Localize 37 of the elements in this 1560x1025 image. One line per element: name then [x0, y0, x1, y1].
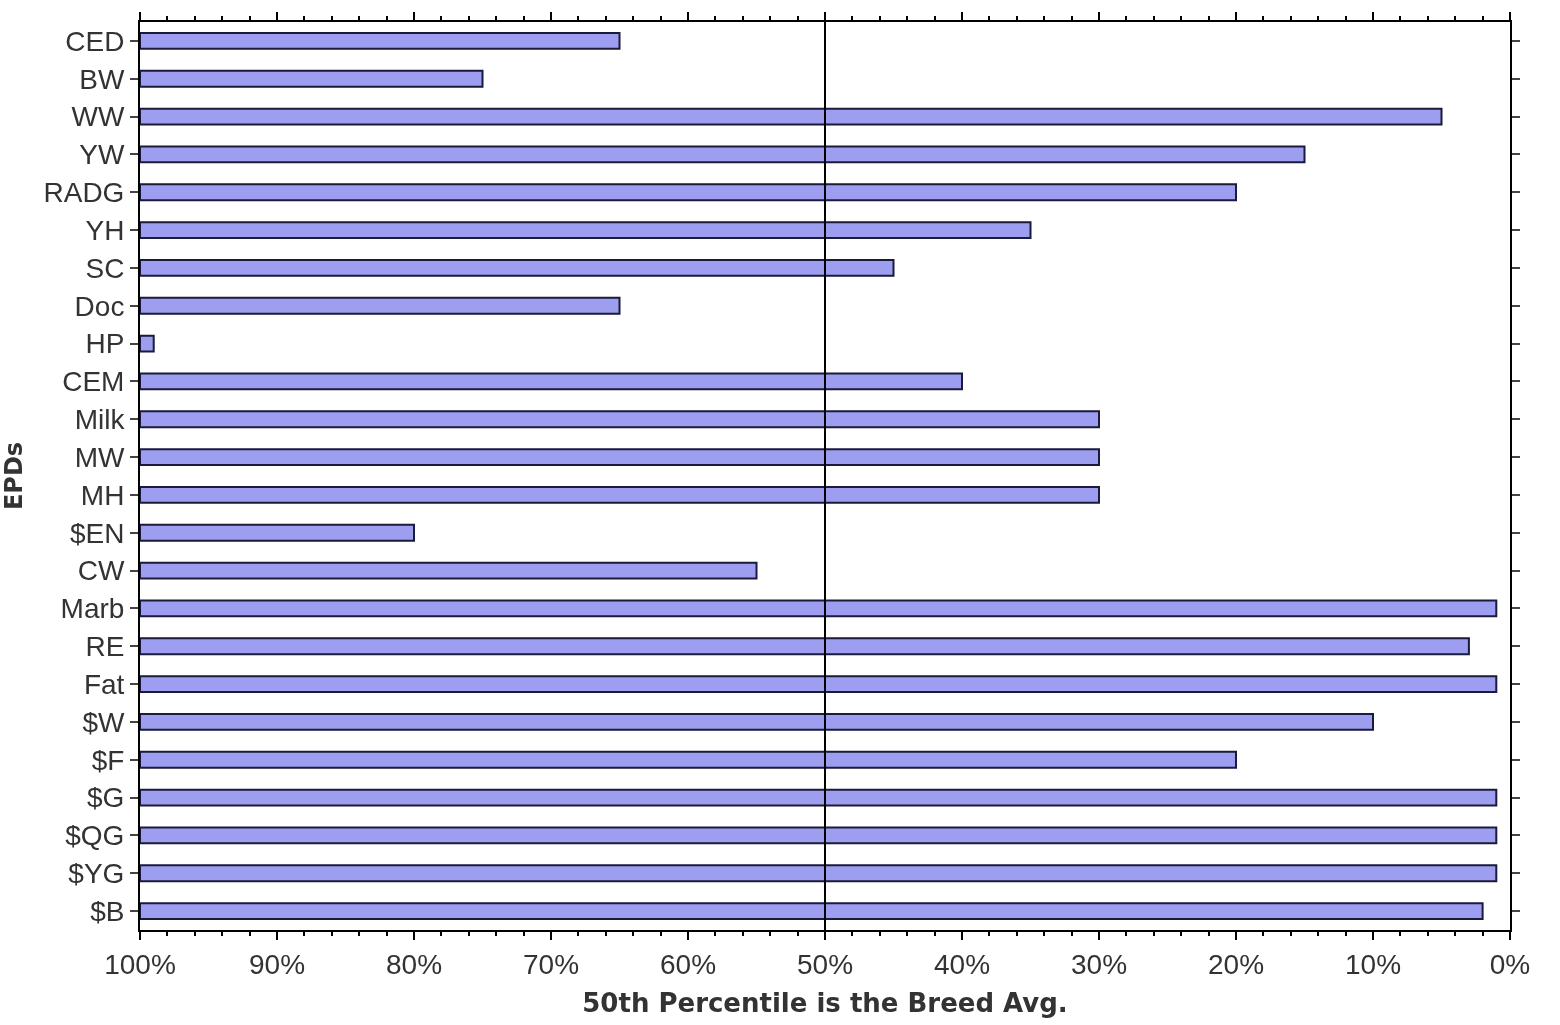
x-tick-label: 40%	[933, 948, 991, 980]
y-tick-label: HP	[85, 328, 125, 360]
y-tick-label: Milk	[74, 404, 126, 436]
x-tick-label: 90%	[248, 948, 306, 980]
x-tick-label: 10%	[1344, 948, 1402, 980]
y-axis-title: EPDs	[0, 441, 28, 511]
y-tick-label: SC	[85, 252, 125, 284]
y-tick-label: $G	[87, 782, 125, 814]
y-tick-label: WW	[71, 101, 125, 133]
y-tick-label: MW	[74, 441, 125, 473]
x-tick-label: 60%	[659, 948, 717, 980]
x-tick-label: 80%	[385, 948, 443, 980]
y-tick-label: YW	[79, 139, 125, 171]
y-tick-label: $W	[82, 706, 125, 738]
x-tick-label: 30%	[1070, 948, 1128, 980]
x-axis-title: 50th Percentile is the Breed Avg.	[582, 987, 1068, 1018]
y-tick-label: $B	[90, 895, 125, 927]
y-tick-label: CW	[77, 555, 125, 587]
y-tick-label: Doc	[74, 290, 125, 322]
y-tick-label: RADG	[43, 177, 125, 209]
y-tick-label: $F	[91, 744, 125, 776]
x-tick-label: 0%	[1489, 948, 1531, 980]
y-tick-label: MH	[80, 479, 125, 511]
y-tick-label: RE	[85, 631, 125, 663]
x-tick-label: 20%	[1207, 948, 1265, 980]
x-tick-label: 100%	[104, 948, 176, 980]
y-tick-label: CED	[65, 25, 125, 57]
y-tick-label: Fat	[83, 668, 125, 700]
y-tick-label: YH	[85, 214, 125, 246]
x-tick-label: 70%	[522, 948, 580, 980]
y-tick-label: $QG	[65, 820, 125, 852]
y-tick-label: BW	[79, 63, 125, 95]
y-tick-label: $YG	[68, 858, 125, 890]
y-tick-label: $EN	[69, 517, 125, 549]
y-tick-label: Marb	[60, 593, 125, 625]
x-tick-label: 50%	[796, 948, 854, 980]
y-tick-label: CEM	[62, 366, 125, 398]
